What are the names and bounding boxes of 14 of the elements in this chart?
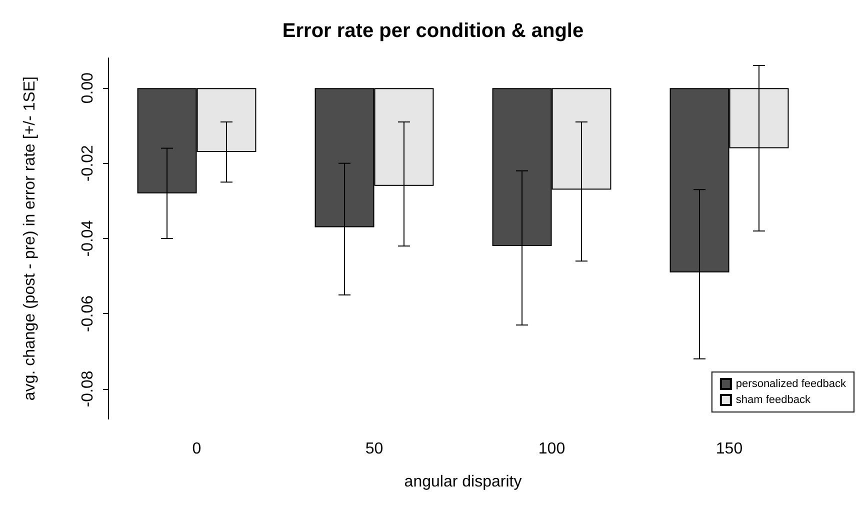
- y-tick-label: -0.08: [80, 370, 96, 408]
- y-axis-title: avg. change (post - pre) in error rate [+/- 1SE]: [22, 76, 38, 401]
- x-tick-label: 50: [365, 440, 384, 458]
- x-tick-label: 0: [192, 440, 202, 458]
- y-tick-label: -0.02: [80, 144, 96, 182]
- legend-label: personalized feedback: [736, 378, 846, 390]
- x-tick-label: 100: [538, 440, 566, 458]
- y-tick-label: 0.00: [80, 72, 96, 104]
- chart-title: Error rate per condition & angle: [282, 20, 584, 42]
- x-axis-title: angular disparity: [404, 474, 522, 490]
- x-tick-label: 150: [716, 440, 743, 458]
- legend-label: sham feedback: [736, 394, 812, 406]
- y-tick-label: -0.06: [80, 295, 96, 332]
- y-tick-label: -0.04: [80, 220, 96, 257]
